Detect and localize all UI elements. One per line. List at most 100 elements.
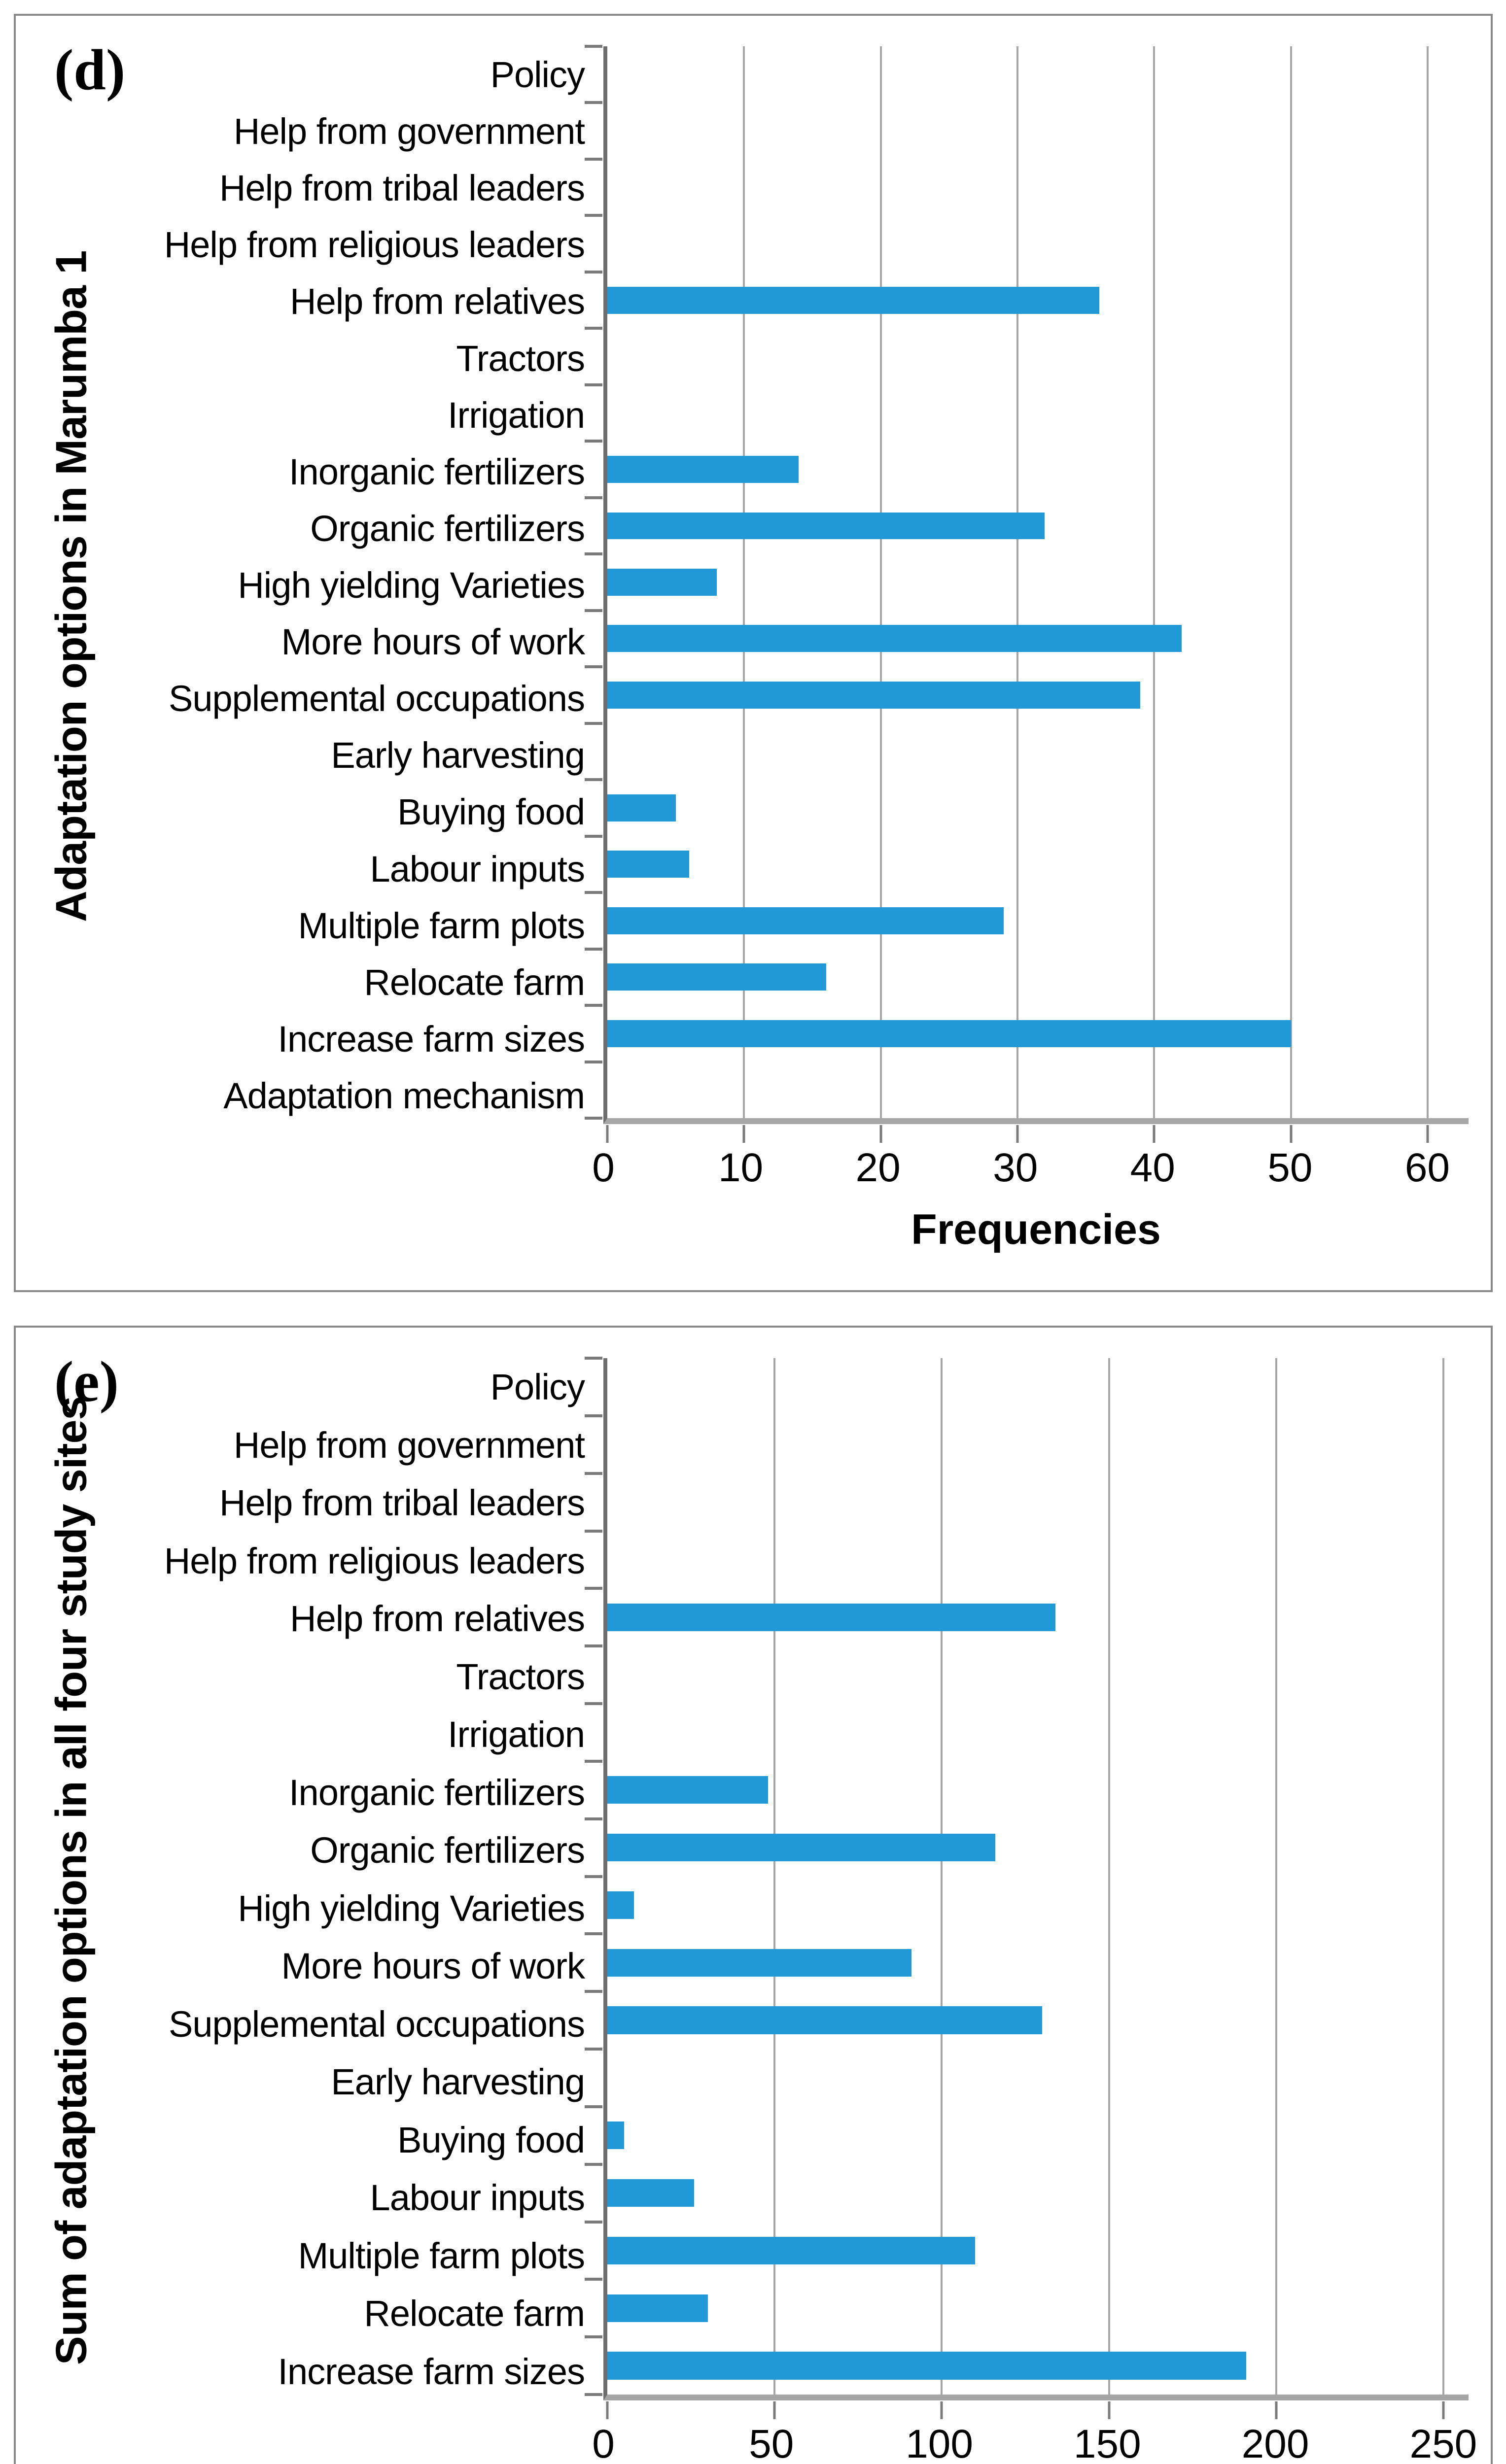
x-axis-tick xyxy=(879,1125,882,1143)
y-axis-tick xyxy=(585,1117,602,1120)
bar-row xyxy=(607,159,1469,215)
bar-row xyxy=(607,1416,1469,1473)
y-axis-tick xyxy=(585,1644,602,1648)
bar xyxy=(607,1776,768,1804)
y-axis-tick xyxy=(585,496,602,499)
category-label: Tractors xyxy=(456,1656,585,1697)
category-label: More hours of work xyxy=(281,1946,585,1987)
category-label: Multiple farm plots xyxy=(298,905,585,946)
x-tick-labels: 0 10 20 30 40 50 60 xyxy=(592,1124,1469,1205)
bar xyxy=(607,2294,708,2322)
x-axis-tick xyxy=(773,2401,776,2419)
bar-row xyxy=(607,2049,1469,2107)
plot-area xyxy=(585,1357,1469,2419)
y-axis-tick xyxy=(585,1587,602,1590)
bar-chart-marumba1: Policy Help from government Help from trib… xyxy=(46,45,1469,1274)
category-label: Labour inputs xyxy=(370,848,585,890)
y-axis-tick xyxy=(585,327,602,330)
y-axis-tick xyxy=(585,1414,602,1417)
bar-row xyxy=(607,1473,1469,1531)
chart-panel-e: (e) Sum of adaptation options in all fou… xyxy=(14,1326,1493,2464)
x-axis-tick xyxy=(1426,1125,1429,1143)
category-label: Policy xyxy=(490,54,585,96)
bar xyxy=(607,1020,1291,1047)
y-axis-tick xyxy=(585,947,602,951)
category-label: Help from tribal leaders xyxy=(219,1482,585,1524)
x-tick-label: 100 xyxy=(906,2422,973,2464)
category-label: Organic fertilizers xyxy=(310,1830,585,1871)
bar xyxy=(607,681,1141,709)
x-axis-tick xyxy=(606,2401,609,2419)
bar-chart-all-sites: Policy Help from government Help from trib… xyxy=(46,1357,1477,2464)
bar xyxy=(607,851,690,878)
bar xyxy=(607,2236,976,2264)
category-label: Help from relatives xyxy=(290,281,585,322)
gridline xyxy=(773,1358,776,2395)
bar xyxy=(607,1949,912,1977)
x-axis-tick xyxy=(1153,1125,1156,1143)
bar-row xyxy=(607,1005,1469,1061)
category-label: Help from government xyxy=(233,1424,585,1466)
category-label: Relocate farm xyxy=(364,961,585,1003)
x-tick-label: 20 xyxy=(855,1145,901,1190)
bar-row xyxy=(607,780,1469,836)
bar xyxy=(607,625,1182,652)
x-axis-tick xyxy=(1016,1125,1019,1143)
bar-row xyxy=(607,215,1469,272)
category-label: High yielding Varieties xyxy=(238,565,585,606)
y-axis-tick xyxy=(585,157,602,161)
gridline-layer xyxy=(606,1358,1469,2419)
y-axis-tick xyxy=(585,2220,602,2224)
bar-row xyxy=(607,385,1469,441)
bar xyxy=(607,1603,1056,1631)
y-axis-tick xyxy=(585,891,602,894)
x-tick-labels: 0 50 100 150 200 250 xyxy=(592,2400,1477,2464)
bars-layer xyxy=(607,46,1469,1118)
bar-row xyxy=(607,2164,1469,2222)
gridline-layer xyxy=(606,46,1469,1143)
gridline xyxy=(1290,46,1292,1118)
gridline xyxy=(1442,1358,1445,2395)
bar xyxy=(607,2006,1042,2034)
panel-label-e: (e) xyxy=(54,1349,119,1414)
axis-spacer xyxy=(46,2400,603,2464)
y-axis-tick xyxy=(585,778,602,782)
bar-row xyxy=(607,103,1469,159)
bar xyxy=(607,2179,695,2207)
bar-row xyxy=(607,1934,1469,1991)
category-label: Inorganic fertilizers xyxy=(288,1772,585,1813)
x-tick-row: 0 50 100 150 200 250 xyxy=(46,2400,1477,2464)
category-label: Early harvesting xyxy=(331,735,585,776)
chart-panel-d: (d) Adaptation options in Marumba 1 Poli… xyxy=(14,14,1493,1292)
category-label: Supplemental occupations xyxy=(168,678,585,719)
gridline xyxy=(879,46,882,1118)
y-axis-tick xyxy=(585,1817,602,1820)
bar xyxy=(607,907,1004,934)
category-label: More hours of work xyxy=(281,621,585,663)
x-axis-tick xyxy=(1275,2401,1278,2419)
x-tick-label: 250 xyxy=(1409,2422,1477,2464)
gridline xyxy=(1016,46,1018,1118)
y-axis-tick xyxy=(585,1875,602,1878)
bar-row xyxy=(607,1646,1469,1704)
category-label: Tractors xyxy=(456,338,585,379)
category-label: Increase farm sizes xyxy=(278,1018,585,1060)
y-axis-tick xyxy=(585,45,602,48)
y-axis-tick xyxy=(585,1004,602,1007)
gridline xyxy=(743,46,745,1118)
bar-row xyxy=(607,611,1469,667)
category-label: Relocate farm xyxy=(364,2293,585,2334)
bar xyxy=(607,794,676,821)
x-axis-tick xyxy=(940,2401,943,2419)
y-axis-tick xyxy=(585,665,602,669)
x-axis-tick xyxy=(742,1125,745,1143)
y-axis-tick xyxy=(585,101,602,104)
y-axis-tick xyxy=(585,383,602,386)
category-label: Multiple farm plots xyxy=(298,2235,585,2276)
y-axis-tick xyxy=(585,2393,602,2396)
y-axis-tick xyxy=(585,1529,602,1533)
y-axis-tick xyxy=(585,1060,602,1063)
bar-row xyxy=(607,2107,1469,2164)
x-tick-label: 50 xyxy=(1267,1145,1313,1190)
x-tick-label: 150 xyxy=(1073,2422,1141,2464)
